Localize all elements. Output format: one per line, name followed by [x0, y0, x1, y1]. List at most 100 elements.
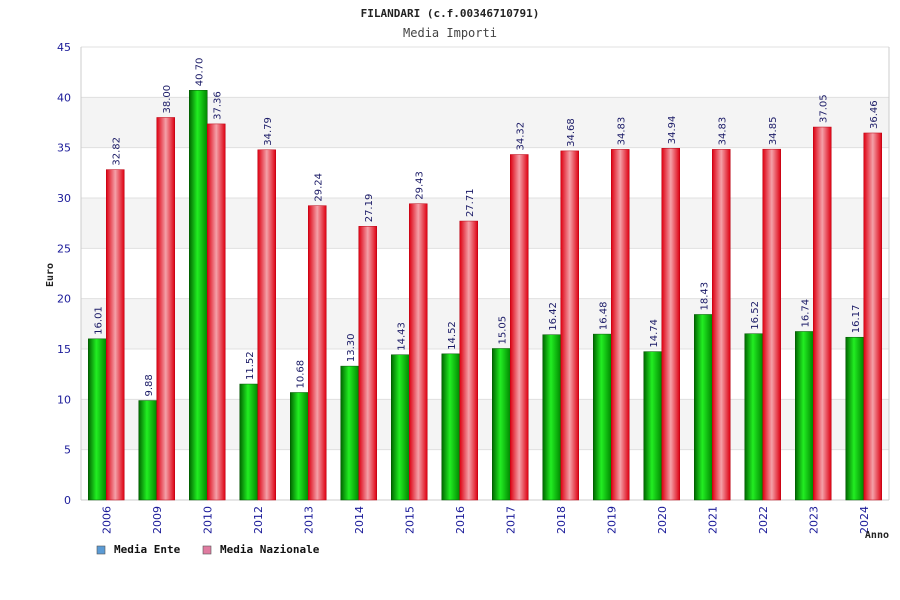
x-axis-ticks: 2006 2009 2010 2012 2013 2014 2015 2016 2017 2018… [100, 506, 871, 534]
y-tick-label: 0 [64, 494, 71, 507]
x-tick-label: 2021 [706, 506, 719, 534]
bar-media-nazionale [106, 169, 125, 501]
x-tick-label: 2023 [807, 506, 820, 534]
data-label: 13.30 [346, 333, 357, 362]
bar-media-ente [744, 333, 763, 501]
x-tick-label: 2017 [504, 506, 517, 534]
bar-media-nazionale [661, 148, 680, 501]
x-tick-label: 2006 [100, 506, 113, 534]
x-tick-label: 2015 [403, 506, 416, 534]
data-label: 14.52 [447, 321, 458, 350]
legend-swatch-media-nazionale [202, 545, 212, 555]
bar-media-ente [845, 336, 864, 501]
bar-media-ente [795, 331, 814, 501]
data-label: 9.88 [144, 374, 155, 396]
data-labels: 16.01 32.82 9.88 38.00 40.70 37.36 11.52 34.79 1… [93, 58, 880, 397]
bar-media-ente [542, 334, 561, 501]
legend: Media Ente Media Nazionale [96, 543, 320, 556]
data-label: 16.42 [548, 302, 559, 331]
x-tick-label: 2019 [605, 506, 618, 534]
y-axis-ticks: 0 5 10 15 20 25 30 35 40 45 [57, 41, 71, 507]
bar-media-ente [88, 338, 107, 501]
data-label: 16.17 [851, 305, 862, 334]
chart-subtitle: Media Importi [403, 26, 497, 40]
data-label: 15.05 [497, 316, 508, 345]
data-label: 34.79 [263, 117, 274, 146]
bar-media-ente [340, 365, 359, 501]
grid-band [81, 47, 889, 98]
bar-media-ente [239, 383, 258, 501]
bar-media-nazionale [813, 126, 832, 501]
x-tick-label: 2012 [252, 506, 265, 534]
x-tick-label: 2013 [302, 506, 315, 534]
bar-media-nazionale [459, 220, 478, 501]
x-tick-label: 2018 [555, 506, 568, 534]
y-tick-label: 10 [57, 393, 71, 406]
y-tick-label: 30 [57, 192, 71, 205]
bar-media-ente [593, 333, 612, 501]
data-label: 18.43 [699, 282, 710, 311]
data-label: 27.71 [465, 188, 476, 217]
y-tick-label: 20 [57, 293, 71, 306]
data-label: 14.74 [649, 319, 660, 348]
legend-label-media-nazionale: Media Nazionale [220, 543, 320, 556]
data-label: 10.68 [295, 360, 306, 389]
data-label: 34.83 [717, 117, 728, 146]
bar-media-nazionale [257, 149, 276, 501]
x-tick-label: 2010 [201, 506, 214, 534]
bar-media-ente [694, 314, 713, 501]
x-tick-label: 2024 [858, 506, 871, 534]
bar-media-nazionale [358, 226, 377, 501]
data-label: 40.70 [194, 58, 205, 87]
data-label: 34.94 [667, 116, 678, 145]
data-label: 29.24 [313, 173, 324, 202]
data-label: 34.32 [515, 122, 526, 151]
y-tick-label: 35 [57, 142, 71, 155]
bar-media-ente [643, 351, 662, 501]
x-tick-label: 2022 [757, 506, 770, 534]
legend-swatch-media-ente [96, 545, 106, 555]
data-label: 32.82 [111, 137, 122, 166]
bar-media-ente [138, 400, 157, 501]
bar-media-nazionale [863, 132, 882, 501]
bar-media-nazionale [308, 205, 327, 501]
bar-media-ente [441, 353, 460, 501]
data-label: 11.52 [245, 351, 256, 380]
bar-media-nazionale [409, 203, 428, 501]
y-tick-label: 15 [57, 343, 71, 356]
data-label: 34.68 [566, 118, 577, 147]
bars [88, 90, 882, 501]
bar-media-ente [189, 90, 208, 501]
bar-media-nazionale [762, 148, 781, 501]
data-label: 16.01 [93, 306, 104, 335]
bar-media-nazionale [712, 149, 731, 501]
x-axis-label: Anno [865, 530, 889, 541]
bar-media-ente [492, 348, 511, 501]
legend-label-media-ente: Media Ente [114, 543, 181, 556]
x-tick-label: 2009 [151, 506, 164, 534]
data-label: 16.52 [750, 301, 761, 330]
y-tick-label: 45 [57, 41, 71, 54]
y-tick-label: 5 [64, 444, 71, 457]
data-label: 27.19 [364, 194, 375, 223]
x-tick-label: 2014 [353, 506, 366, 534]
data-label: 16.48 [598, 301, 609, 330]
bar-media-nazionale [510, 154, 529, 501]
data-label: 14.43 [396, 322, 407, 351]
data-label: 36.46 [869, 100, 880, 129]
bar-media-ente [290, 392, 309, 501]
data-label: 37.36 [212, 91, 223, 120]
y-tick-label: 40 [57, 91, 71, 104]
bar-media-nazionale [560, 150, 579, 501]
y-axis-label: Euro [45, 263, 56, 287]
bar-media-nazionale [207, 123, 226, 501]
x-tick-label: 2016 [454, 506, 467, 534]
data-label: 16.74 [800, 299, 811, 328]
data-label: 37.05 [818, 94, 829, 123]
data-label: 38.00 [162, 85, 173, 114]
data-label: 34.83 [616, 117, 627, 146]
bar-media-ente [391, 354, 410, 501]
chart-title: FILANDARI (c.f.00346710791) [361, 7, 540, 20]
y-tick-label: 25 [57, 242, 71, 255]
